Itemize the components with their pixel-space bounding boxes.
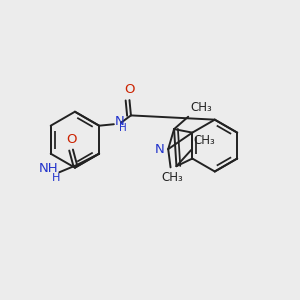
Text: CH₃: CH₃ bbox=[190, 101, 212, 114]
Text: O: O bbox=[124, 83, 135, 96]
Text: CH₃: CH₃ bbox=[194, 134, 215, 147]
Text: O: O bbox=[66, 133, 77, 146]
Text: NH: NH bbox=[38, 162, 58, 175]
Text: N: N bbox=[154, 142, 164, 156]
Text: H: H bbox=[119, 123, 127, 133]
Text: H: H bbox=[52, 172, 61, 182]
Text: N: N bbox=[115, 115, 124, 128]
Text: CH₃: CH₃ bbox=[161, 171, 183, 184]
